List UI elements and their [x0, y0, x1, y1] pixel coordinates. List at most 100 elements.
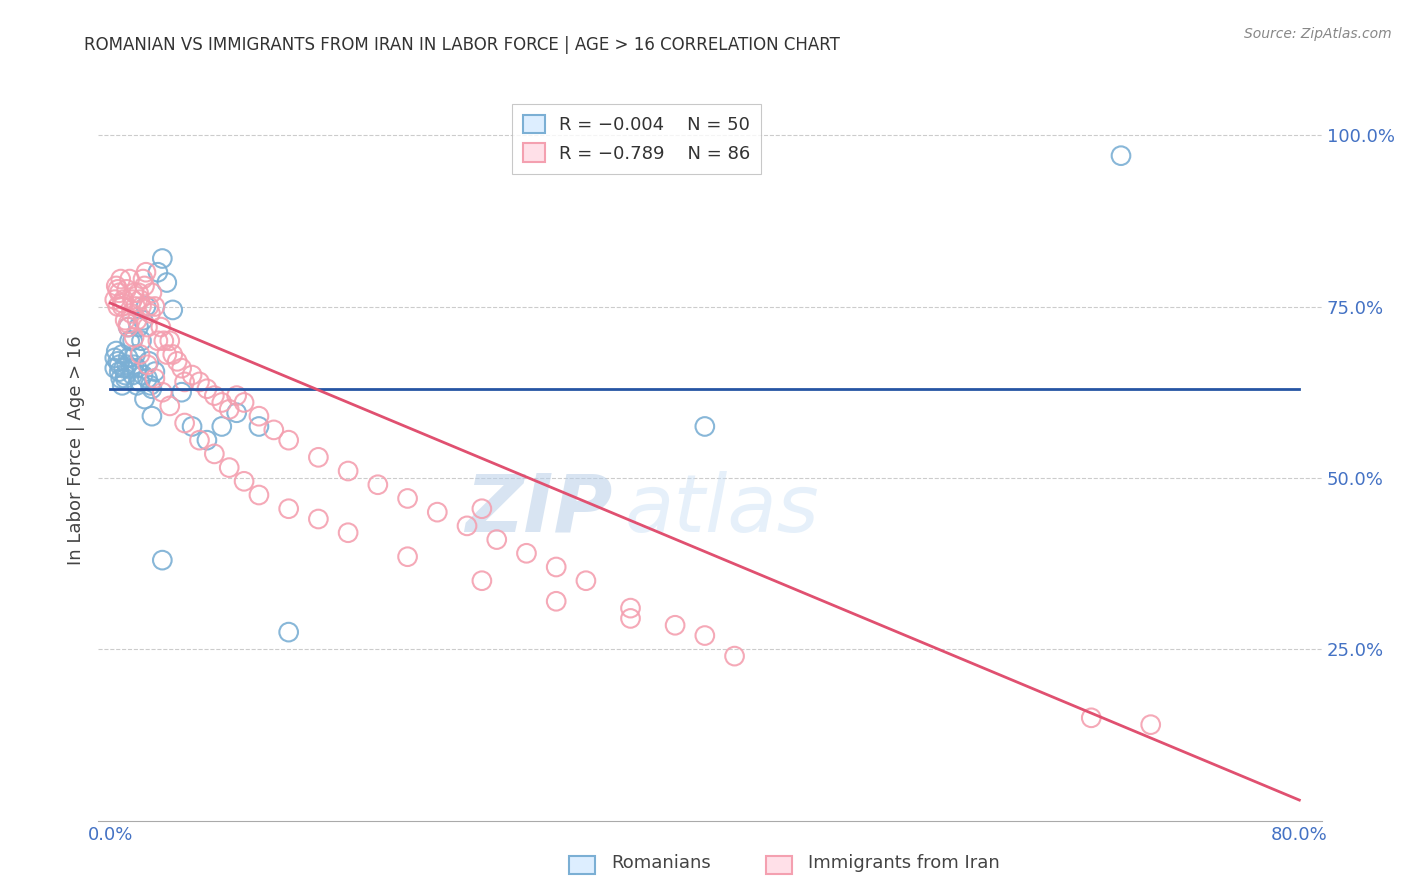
- Point: [146, 334, 169, 348]
- Point: [122, 330, 145, 344]
- Point: [515, 546, 537, 560]
- Point: [129, 375, 152, 389]
- Point: [1109, 149, 1132, 163]
- Y-axis label: In Labor Force | Age > 16: In Labor Force | Age > 16: [66, 335, 84, 566]
- Point: [134, 279, 156, 293]
- Point: [166, 354, 188, 368]
- Point: [136, 320, 159, 334]
- Point: [153, 334, 176, 348]
- Point: [107, 300, 129, 314]
- Point: [211, 419, 233, 434]
- Text: ROMANIAN VS IMMIGRANTS FROM IRAN IN LABOR FORCE | AGE > 16 CORRELATION CHART: ROMANIAN VS IMMIGRANTS FROM IRAN IN LABO…: [84, 36, 841, 54]
- Point: [117, 320, 139, 334]
- Point: [277, 625, 299, 640]
- Point: [575, 574, 598, 588]
- Point: [111, 296, 134, 310]
- Point: [619, 601, 641, 615]
- Point: [110, 272, 132, 286]
- Point: [233, 475, 256, 489]
- Point: [121, 334, 143, 348]
- Point: [121, 293, 143, 307]
- Point: [136, 358, 159, 372]
- Point: [426, 505, 449, 519]
- Point: [693, 628, 716, 642]
- Point: [143, 365, 166, 379]
- Point: [225, 406, 247, 420]
- Point: [104, 361, 127, 376]
- Point: [181, 368, 204, 382]
- Point: [108, 285, 131, 300]
- Point: [195, 433, 218, 447]
- Point: [143, 371, 166, 385]
- Point: [156, 276, 179, 290]
- Point: [105, 279, 128, 293]
- Point: [138, 300, 160, 314]
- Point: [225, 389, 247, 403]
- Text: atlas: atlas: [624, 471, 820, 549]
- Point: [138, 354, 160, 368]
- Point: [723, 649, 745, 664]
- Point: [129, 347, 152, 361]
- Point: [136, 371, 159, 385]
- Point: [150, 252, 173, 266]
- Text: Source: ZipAtlas.com: Source: ZipAtlas.com: [1244, 27, 1392, 41]
- Point: [131, 300, 153, 314]
- Point: [124, 300, 146, 314]
- Point: [367, 477, 389, 491]
- Point: [396, 549, 419, 564]
- Point: [149, 320, 172, 334]
- Point: [112, 293, 135, 307]
- Point: [129, 293, 152, 307]
- Point: [117, 320, 139, 334]
- Point: [108, 358, 131, 372]
- Point: [122, 285, 145, 300]
- Point: [337, 525, 360, 540]
- Point: [1139, 717, 1161, 731]
- Point: [188, 433, 211, 447]
- Point: [693, 419, 716, 434]
- Point: [471, 501, 494, 516]
- Point: [107, 354, 129, 368]
- Point: [114, 371, 136, 385]
- Point: [150, 553, 173, 567]
- Point: [115, 358, 138, 372]
- Point: [132, 368, 155, 382]
- Point: [181, 419, 204, 434]
- Point: [396, 491, 419, 506]
- Point: [211, 395, 233, 409]
- Point: [471, 574, 494, 588]
- Point: [277, 501, 299, 516]
- Point: [146, 265, 169, 279]
- Point: [135, 300, 157, 314]
- Point: [619, 611, 641, 625]
- Point: [159, 399, 181, 413]
- Point: [132, 313, 155, 327]
- Point: [110, 371, 132, 385]
- Point: [173, 375, 195, 389]
- Point: [170, 385, 193, 400]
- Point: [118, 272, 141, 286]
- Point: [277, 433, 299, 447]
- Point: [141, 382, 163, 396]
- Point: [104, 293, 127, 307]
- Point: [202, 447, 225, 461]
- Point: [247, 409, 270, 424]
- Point: [135, 265, 157, 279]
- Point: [105, 344, 128, 359]
- Point: [218, 460, 240, 475]
- Point: [233, 395, 256, 409]
- Point: [120, 306, 142, 320]
- Point: [188, 375, 211, 389]
- Text: Romanians: Romanians: [612, 855, 711, 872]
- Point: [118, 334, 141, 348]
- Point: [263, 423, 285, 437]
- Point: [664, 618, 686, 632]
- Point: [134, 392, 156, 406]
- Point: [114, 368, 136, 382]
- Point: [202, 389, 225, 403]
- Point: [456, 519, 478, 533]
- Point: [124, 347, 146, 361]
- Point: [114, 313, 136, 327]
- Point: [162, 302, 184, 317]
- Text: Immigrants from Iran: Immigrants from Iran: [808, 855, 1000, 872]
